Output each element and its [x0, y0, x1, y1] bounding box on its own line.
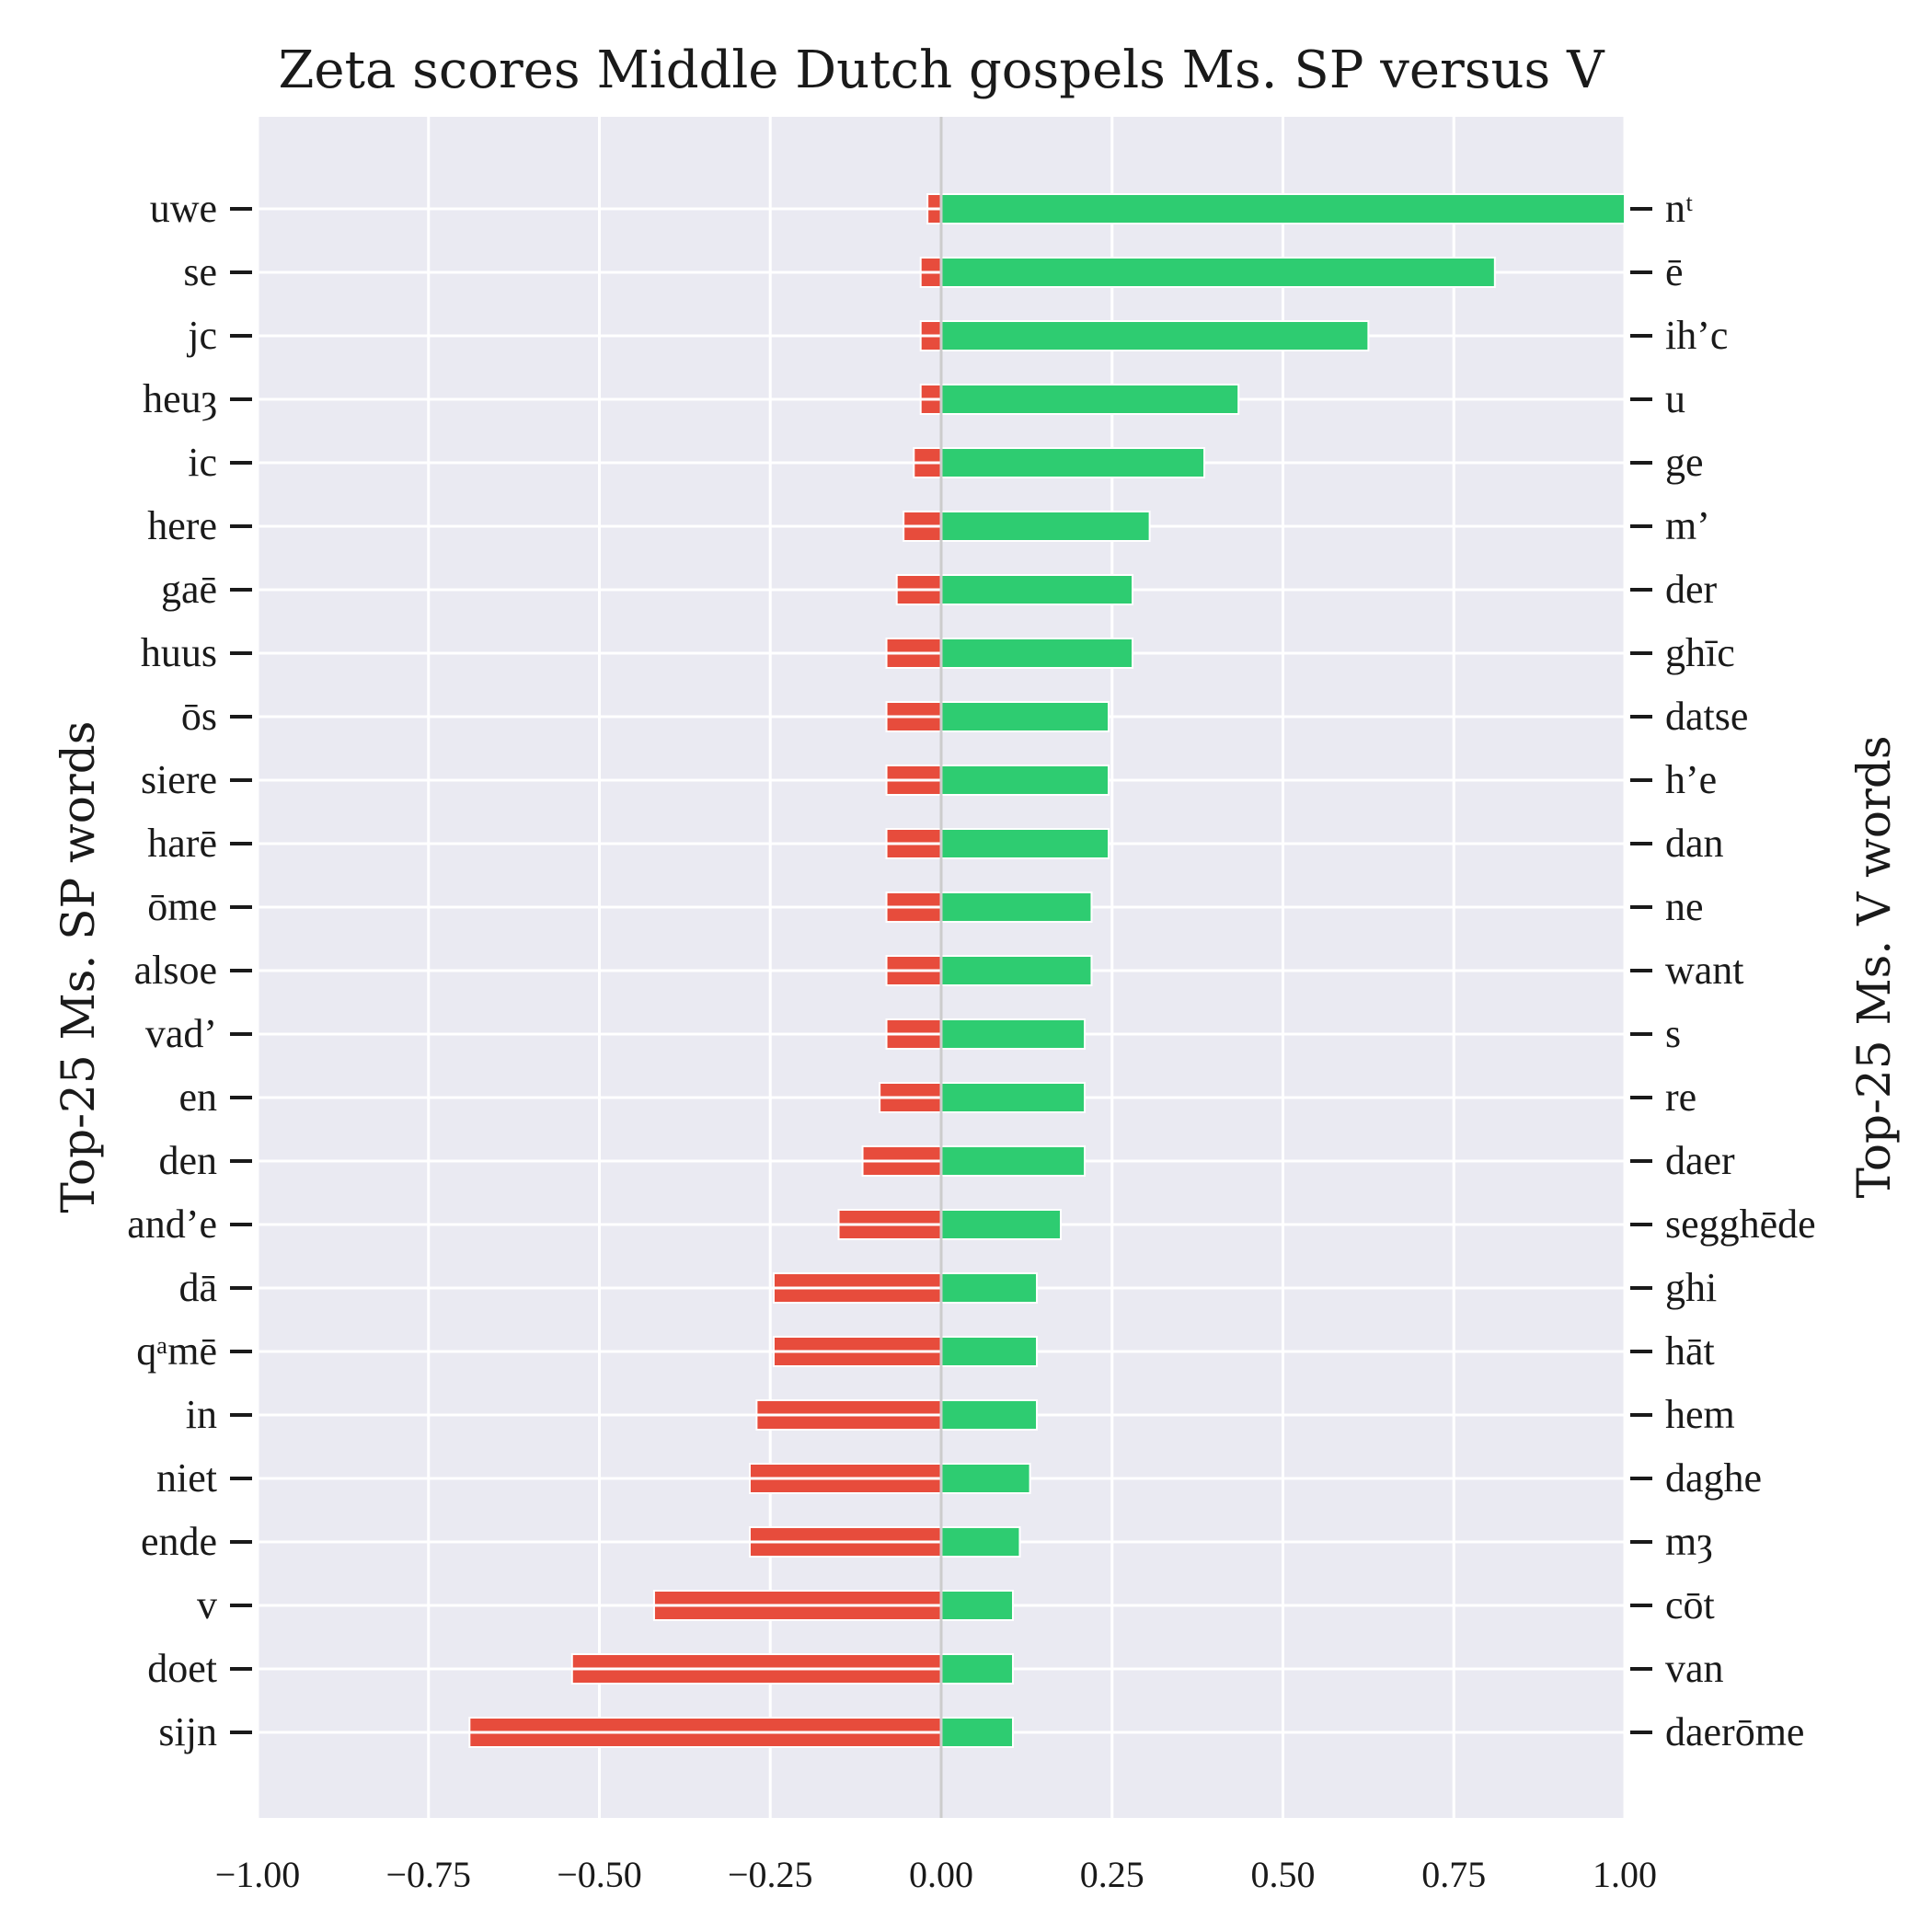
bar-v-19: [940, 1399, 1039, 1431]
right-word-label-19: hem: [1665, 1392, 1735, 1437]
bar-v-8: [940, 701, 1110, 732]
x-tick-label-7: 0.75: [1421, 1854, 1486, 1895]
bar-v-3: [940, 384, 1240, 415]
bar-v-17: [940, 1272, 1039, 1304]
bar-v-2: [940, 320, 1370, 351]
left-word-label-3: heuȝ: [143, 376, 217, 422]
right-word-label-22: cōt: [1665, 1582, 1715, 1627]
left-word-label-15: den: [158, 1138, 217, 1183]
left-word-label-21: ende: [141, 1519, 217, 1564]
left-word-label-6: gaē: [161, 567, 217, 612]
left-word-label-22: v: [197, 1582, 217, 1627]
x-tick-label-8: 1.00: [1593, 1854, 1657, 1895]
right-word-label-5: m’: [1665, 503, 1710, 548]
x-tick-label-5: 0.25: [1080, 1854, 1144, 1895]
right-word-label-17: ghi: [1665, 1265, 1717, 1310]
y-label-left: Top-25 Ms. SP words: [52, 721, 105, 1213]
right-word-label-9: h’e: [1665, 757, 1717, 802]
right-word-label-1: ē: [1665, 249, 1684, 294]
left-word-label-13: vad’: [145, 1011, 217, 1056]
bar-v-13: [940, 1018, 1087, 1050]
left-word-label-5: here: [147, 503, 217, 548]
left-word-labels: uwe se jc heuȝ ic here gaē huus ōs siere harē ōme al…: [127, 186, 252, 1754]
bar-v-9: [940, 765, 1110, 796]
x-tick-label-3: −0.25: [728, 1854, 813, 1895]
right-word-label-2: ih’c: [1665, 313, 1728, 358]
x-tick-labels: −1.00 −0.75 −0.50 −0.25 0.00 0.25 0.50 0.75 1.00: [215, 1854, 1657, 1895]
left-word-label-18: qᵃmē: [136, 1328, 217, 1374]
right-word-label-7: ghīc: [1665, 630, 1735, 675]
bar-v-4: [940, 447, 1206, 478]
right-word-label-20: daghe: [1665, 1455, 1762, 1501]
right-word-label-24: daerōme: [1665, 1709, 1804, 1754]
right-word-label-0: nᵗ: [1665, 186, 1693, 231]
left-word-label-10: harē: [147, 821, 217, 866]
x-tick-label-0: −1.00: [215, 1854, 301, 1895]
right-word-label-11: ne: [1665, 884, 1704, 929]
bar-v-20: [940, 1463, 1031, 1494]
bar-v-11: [940, 891, 1093, 923]
chart-title: Zeta scores Middle Dutch gospels Ms. SP …: [278, 40, 1605, 100]
bar-v-7: [940, 638, 1134, 669]
right-word-label-6: der: [1665, 567, 1718, 612]
left-word-label-19: in: [186, 1392, 217, 1437]
right-word-label-10: dan: [1665, 821, 1724, 866]
left-word-label-12: alsoe: [134, 948, 217, 993]
right-word-labels: nᵗ ē ih’c u ge m’ der ghīc datse h’e dan ne want s re d…: [1630, 186, 1816, 1754]
bar-v-10: [940, 828, 1110, 859]
left-word-label-24: sijn: [158, 1709, 217, 1754]
bar-v-6: [940, 574, 1134, 605]
left-word-label-1: se: [183, 249, 217, 294]
bar-v-24: [940, 1717, 1015, 1748]
right-word-label-18: hāt: [1665, 1328, 1715, 1374]
left-word-label-14: en: [178, 1075, 217, 1120]
right-word-label-12: want: [1665, 948, 1744, 993]
left-word-label-20: niet: [156, 1455, 217, 1501]
bars: [468, 193, 1626, 1748]
x-tick-label-1: −0.75: [385, 1854, 471, 1895]
right-word-label-4: ge: [1665, 440, 1704, 485]
left-word-label-17: dā: [178, 1265, 217, 1310]
bar-v-1: [940, 257, 1496, 288]
bar-v-5: [940, 511, 1151, 542]
x-tick-label-6: 0.50: [1251, 1854, 1316, 1895]
left-word-label-2: jc: [186, 313, 217, 358]
right-word-label-21: mȝ: [1665, 1519, 1713, 1565]
right-word-label-16: segghēde: [1665, 1202, 1816, 1247]
right-word-label-3: u: [1665, 376, 1685, 421]
x-tick-label-4: 0.00: [909, 1854, 973, 1895]
y-label-right: Top-25 Ms. V words: [1847, 735, 1901, 1198]
x-tick-label-2: −0.50: [557, 1854, 642, 1895]
right-word-label-8: datse: [1665, 694, 1748, 739]
bar-v-22: [940, 1590, 1015, 1621]
right-word-label-23: van: [1665, 1646, 1724, 1691]
left-word-label-23: doet: [147, 1646, 217, 1691]
bar-v-18: [940, 1336, 1039, 1367]
bar-v-0: [940, 193, 1626, 224]
right-word-label-14: re: [1665, 1075, 1696, 1120]
right-word-label-15: daer: [1665, 1138, 1735, 1183]
left-word-label-7: huus: [141, 630, 217, 675]
bar-v-15: [940, 1145, 1087, 1177]
bar-v-14: [940, 1082, 1087, 1113]
left-word-label-0: uwe: [150, 186, 217, 231]
bar-v-21: [940, 1526, 1021, 1558]
left-word-label-9: siere: [141, 757, 217, 802]
left-word-label-8: ōs: [181, 694, 217, 739]
left-word-label-11: ōme: [147, 884, 217, 929]
left-word-label-16: and’e: [127, 1202, 217, 1247]
right-word-label-13: s: [1665, 1011, 1681, 1056]
bar-v-16: [940, 1209, 1063, 1240]
left-word-label-4: ic: [188, 440, 217, 485]
bar-v-12: [940, 955, 1093, 986]
bar-v-23: [940, 1653, 1015, 1685]
